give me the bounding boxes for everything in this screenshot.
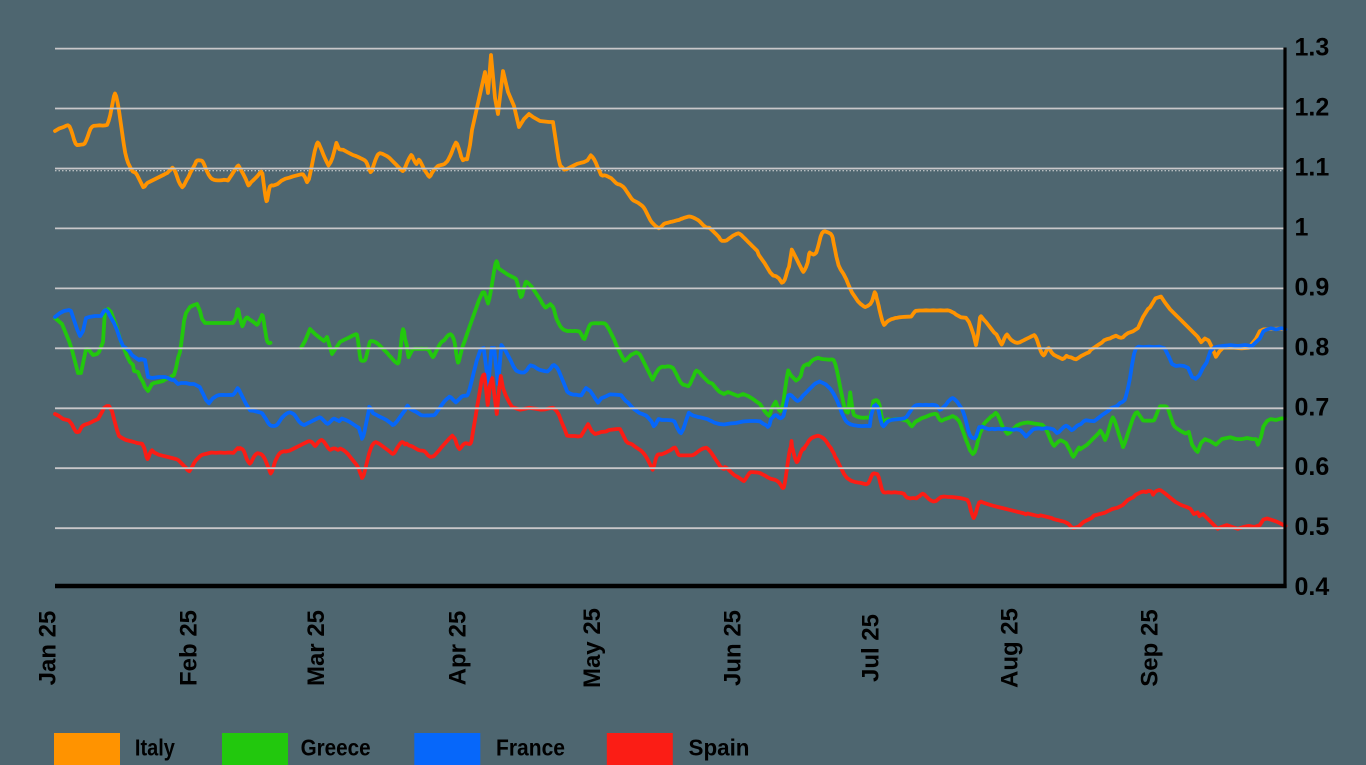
svg-text:0.8: 0.8 bbox=[1295, 333, 1330, 361]
svg-text:Mar 25: Mar 25 bbox=[303, 610, 330, 686]
svg-text:Sep 25: Sep 25 bbox=[1137, 609, 1164, 686]
svg-text:1.1: 1.1 bbox=[1295, 154, 1330, 182]
svg-text:1.3: 1.3 bbox=[1295, 34, 1330, 62]
svg-text:0.7: 0.7 bbox=[1295, 393, 1330, 421]
svg-text:Greece: Greece bbox=[301, 735, 371, 761]
svg-text:Aug 25: Aug 25 bbox=[997, 608, 1024, 688]
svg-text:Apr 25: Apr 25 bbox=[445, 611, 472, 686]
svg-text:0.6: 0.6 bbox=[1295, 453, 1330, 481]
svg-text:0.9: 0.9 bbox=[1295, 273, 1330, 301]
svg-text:Jun 25: Jun 25 bbox=[720, 610, 747, 686]
svg-text:1: 1 bbox=[1295, 213, 1309, 241]
svg-text:Jul 25: Jul 25 bbox=[858, 614, 885, 682]
svg-text:France: France bbox=[496, 735, 565, 761]
svg-text:1.2: 1.2 bbox=[1295, 94, 1330, 122]
svg-text:0.4: 0.4 bbox=[1295, 573, 1330, 601]
svg-text:May 25: May 25 bbox=[579, 608, 606, 688]
svg-text:Italy: Italy bbox=[135, 735, 175, 761]
svg-text:Spain: Spain bbox=[689, 735, 750, 761]
svg-text:Feb 25: Feb 25 bbox=[176, 610, 203, 686]
svg-text:0.5: 0.5 bbox=[1295, 513, 1330, 541]
svg-text:Jan 25: Jan 25 bbox=[34, 611, 61, 686]
